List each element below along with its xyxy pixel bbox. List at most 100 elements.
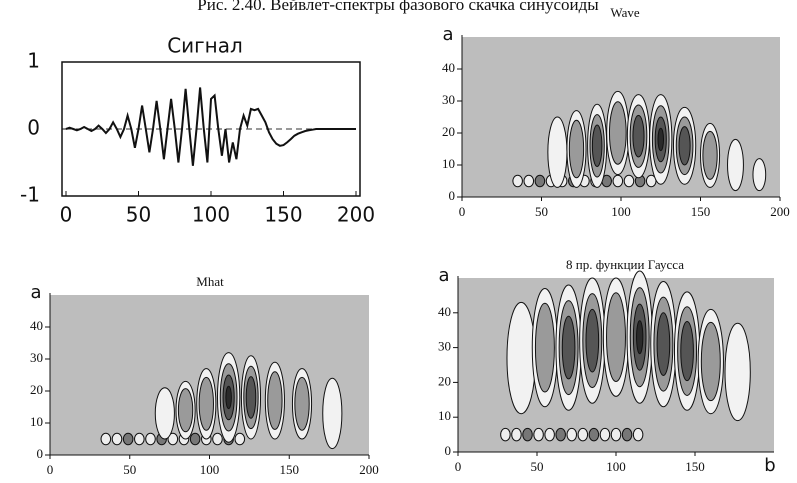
contour-line [212, 432, 223, 446]
contour-line [167, 432, 179, 446]
contour-line [621, 427, 633, 442]
x-tick-label: 100 [192, 203, 230, 227]
contour-line [267, 371, 283, 430]
contour-line [145, 432, 156, 446]
y-tick-label: 0 [449, 188, 456, 203]
contour-line [154, 387, 175, 440]
y-axis-label: a [438, 265, 449, 286]
y-tick-label: 40 [442, 60, 455, 75]
contour-line [547, 116, 568, 188]
x-tick-label: 100 [200, 462, 220, 477]
x-tick-label: 0 [47, 462, 54, 477]
x-tick-label: 0 [459, 204, 466, 219]
contour-line [245, 376, 257, 419]
x-tick-label: 200 [359, 462, 379, 477]
y-tick-label: 20 [442, 124, 455, 139]
contour-line [700, 321, 721, 402]
contour-line [599, 427, 611, 442]
contour-line [100, 432, 112, 446]
x-tick-label: 50 [126, 203, 151, 227]
contour-line [632, 114, 645, 158]
contour-line [234, 432, 246, 446]
x-tick-label: 150 [264, 203, 302, 227]
x-tick-label: 50 [531, 459, 544, 474]
contour-line [177, 388, 194, 433]
y-axis-label: a [442, 24, 453, 45]
y-tick-label: 20 [438, 373, 451, 388]
x-axis-label: b [764, 455, 775, 476]
contour-line [555, 427, 566, 442]
y-tick-label: 0 [445, 443, 452, 458]
contour-line [678, 126, 691, 166]
contour-line [724, 322, 751, 422]
y-tick-label: 30 [30, 350, 43, 365]
x-tick-label: 0 [60, 203, 73, 227]
x-tick-label: 200 [770, 204, 790, 219]
contour-line [566, 427, 578, 442]
y-tick-label: 10 [438, 408, 451, 423]
y-tick-label: 0 [27, 116, 40, 140]
contour-line [523, 174, 535, 188]
contour-line [632, 427, 644, 442]
y-tick-label: 30 [438, 339, 451, 354]
signal-line [65, 87, 356, 166]
x-tick-label: 50 [535, 204, 548, 219]
contour-line [612, 174, 624, 188]
y-tick-label: 40 [438, 304, 451, 319]
y-tick-label: 40 [30, 318, 43, 333]
contour-line [606, 292, 626, 383]
x-tick-label: 100 [606, 459, 626, 474]
contour-line [522, 427, 533, 442]
x-tick-label: 100 [611, 204, 631, 219]
contour-line [198, 376, 214, 431]
contour-line [568, 119, 585, 179]
figure-caption: Рис. 2.40. Вейвлет-спектры фазового скач… [197, 0, 599, 14]
contour-line [608, 101, 627, 165]
contour-line [500, 427, 511, 442]
contour-line [591, 124, 603, 168]
panel-title: Сигнал [167, 34, 243, 58]
y-tick-label: 10 [442, 156, 455, 171]
contour-line [134, 432, 145, 446]
y-tick-label: 20 [30, 382, 43, 397]
y-tick-label: 0 [37, 446, 44, 461]
contour-line [322, 377, 343, 450]
contour-line [225, 385, 232, 410]
contour-line [294, 376, 310, 431]
contour-line [636, 320, 644, 355]
panel-title: Mhat [196, 274, 224, 289]
contour-line [512, 174, 523, 188]
contour-line [588, 427, 600, 442]
y-axis-label: a [30, 282, 41, 303]
x-tick-label: 150 [280, 462, 300, 477]
contour-line [623, 174, 635, 188]
y-tick-label: 30 [442, 92, 455, 107]
contour-line [752, 158, 767, 192]
y-tick-label: 1 [27, 49, 40, 73]
contour-line [657, 127, 665, 152]
contour-line [680, 321, 694, 382]
contour-line [111, 432, 123, 446]
contour-line [534, 174, 546, 188]
contour-line [506, 301, 536, 415]
x-tick-label: 0 [455, 459, 462, 474]
contour-line [561, 315, 576, 380]
contour-line [585, 308, 600, 373]
x-tick-label: 150 [691, 204, 711, 219]
contour-line [544, 427, 555, 442]
y-tick-label: 10 [30, 414, 43, 429]
contour-line [189, 432, 201, 446]
x-tick-label: 200 [337, 203, 375, 227]
contour-line [610, 427, 622, 442]
contour-line [534, 302, 555, 393]
contour-line [702, 130, 718, 180]
contour-line [577, 427, 589, 442]
contour-line [511, 427, 522, 442]
panel-title: 8 пр. функции Гаусса [566, 257, 684, 272]
contour-line [533, 427, 544, 442]
contour-line [122, 432, 134, 446]
contour-line [656, 312, 671, 376]
contour-line [727, 138, 744, 192]
x-tick-label: 50 [123, 462, 136, 477]
